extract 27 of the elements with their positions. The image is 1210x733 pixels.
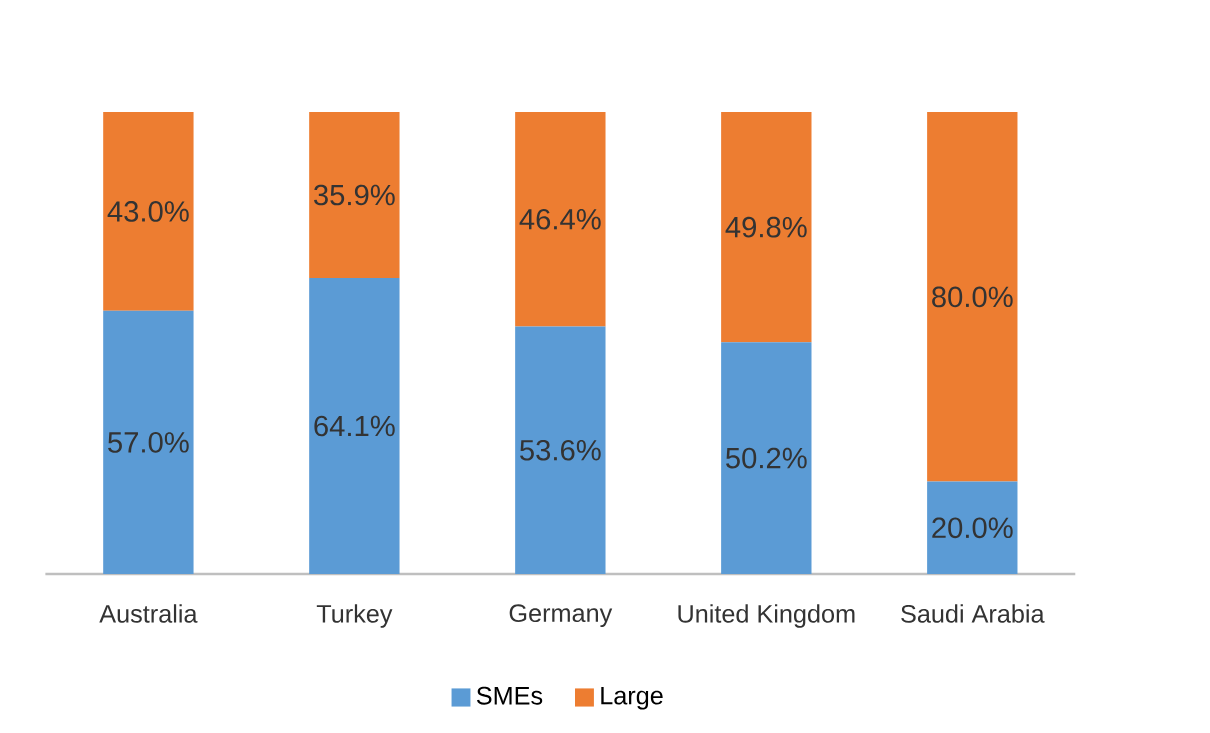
- data-label: 53.6%: [520, 439, 601, 461]
- x-tick-label: Australia: [99, 604, 198, 623]
- data-label: 80.0%: [932, 286, 1013, 308]
- bar: [309, 112, 400, 279]
- data-label: 49.8%: [725, 216, 807, 238]
- x-tick-label: United Kingdom: [678, 604, 855, 628]
- data-label: 57.0%: [108, 432, 189, 453]
- bar: [721, 112, 812, 343]
- legend-label: SMEs: [476, 686, 543, 705]
- bar: [721, 342, 812, 575]
- data-label: 50.2%: [726, 447, 807, 469]
- bar: [927, 112, 1018, 482]
- data-label: 64.1%: [314, 415, 395, 437]
- bar: [103, 112, 194, 311]
- bar: [515, 326, 606, 575]
- bar: [103, 310, 194, 575]
- bar: [515, 112, 606, 327]
- bar: [927, 481, 1018, 575]
- data-label: 20.0%: [932, 517, 1013, 539]
- bar: [309, 278, 400, 575]
- data-label: 46.4%: [519, 209, 601, 230]
- x-tick-label: Germany: [509, 604, 613, 628]
- x-tick-label: Saudi Arabia: [901, 604, 1045, 623]
- data-label: 43.0%: [107, 201, 189, 222]
- data-label: 35.9%: [314, 184, 395, 206]
- x-tick-label: Turkey: [316, 604, 393, 628]
- legend-label: Large: [601, 686, 663, 710]
